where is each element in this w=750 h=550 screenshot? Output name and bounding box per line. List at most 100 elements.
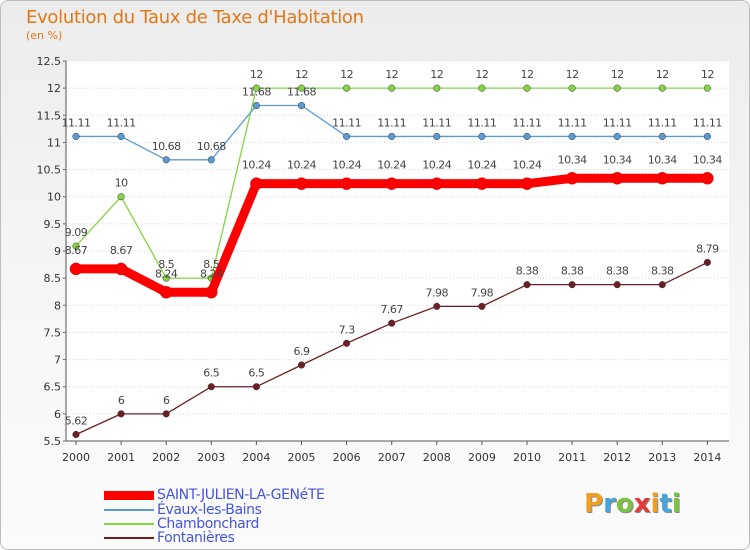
data-point xyxy=(252,84,260,92)
data-label: 10.24 xyxy=(467,159,496,172)
data-label: 7.3 xyxy=(339,323,355,336)
data-label: 11.11 xyxy=(603,116,632,129)
data-point xyxy=(433,132,441,141)
x-tick-label: 2006 xyxy=(333,451,361,464)
y-tick-label: 12.5 xyxy=(37,55,62,68)
x-tick-label: 2004 xyxy=(242,451,270,464)
data-label: 11.11 xyxy=(513,116,542,129)
data-point xyxy=(478,302,486,310)
data-label: 10.24 xyxy=(422,159,451,172)
y-tick-label: 8.5 xyxy=(44,272,62,285)
data-label: 10.34 xyxy=(693,153,722,166)
data-label: 8.24 xyxy=(200,267,223,280)
data-point xyxy=(69,262,83,276)
data-point xyxy=(523,132,531,141)
y-tick-label: 11.5 xyxy=(37,109,62,122)
logo-letter: t xyxy=(659,489,672,519)
data-label: 6.5 xyxy=(248,367,264,380)
x-tick-label: 2011 xyxy=(558,451,586,464)
data-point xyxy=(613,132,621,141)
data-point xyxy=(340,177,353,190)
data-label: 12 xyxy=(611,68,624,81)
data-label: 10.24 xyxy=(513,159,542,172)
x-tick-label: 2010 xyxy=(513,451,541,464)
data-point xyxy=(252,101,260,110)
data-label: 12 xyxy=(430,68,443,81)
y-tick-label: 6 xyxy=(54,408,61,421)
data-label: 10.24 xyxy=(287,159,316,172)
data-point xyxy=(613,281,621,289)
data-label: 10.34 xyxy=(603,153,632,166)
data-point xyxy=(297,361,306,369)
y-tick-label: 6.5 xyxy=(44,381,62,394)
data-point xyxy=(388,132,396,141)
y-tick-label: 7 xyxy=(54,354,61,367)
legend-label-saint-julien: SAINT-JULIEN-LA-GENéTE xyxy=(157,487,325,503)
data-label: 12 xyxy=(701,68,714,81)
data-point xyxy=(250,177,263,190)
data-label: 11.11 xyxy=(422,116,451,129)
legend-item-fontanieres: Fontanières xyxy=(104,530,235,546)
data-label: 11.11 xyxy=(648,116,677,129)
x-tick-label: 2013 xyxy=(648,451,676,464)
data-point xyxy=(656,172,669,185)
data-point xyxy=(703,132,711,141)
data-point xyxy=(701,172,714,185)
legend-swatch-chambonchard xyxy=(104,523,154,525)
data-label: 8.38 xyxy=(561,265,584,278)
x-tick-label: 2007 xyxy=(378,451,406,464)
data-label: 8.5 xyxy=(158,258,174,271)
legend-item-evaux: Évaux-les-Bains xyxy=(104,502,262,518)
data-point xyxy=(343,84,351,92)
data-point xyxy=(72,242,80,250)
legend-swatch-evaux xyxy=(104,509,154,511)
data-point xyxy=(478,132,486,141)
data-point xyxy=(658,132,666,141)
x-tick-label: 2005 xyxy=(288,451,316,464)
data-point xyxy=(117,410,125,418)
data-point xyxy=(430,177,444,190)
data-label: 8.24 xyxy=(155,267,178,280)
data-point xyxy=(478,84,486,92)
data-point xyxy=(114,262,128,276)
data-label: 11.11 xyxy=(107,116,136,129)
data-point xyxy=(72,430,80,439)
data-point xyxy=(388,84,396,92)
data-point xyxy=(162,274,170,282)
y-tick-label: 11 xyxy=(47,136,61,149)
data-label: 7.98 xyxy=(471,286,494,299)
y-tick-label: 7.5 xyxy=(44,326,62,339)
data-label: 8.5 xyxy=(203,258,219,271)
data-point xyxy=(207,383,215,391)
data-point xyxy=(568,281,576,289)
data-label: 10.24 xyxy=(332,159,361,172)
data-label: 11.11 xyxy=(467,116,496,129)
data-point xyxy=(703,84,711,92)
logo-letter: i xyxy=(650,489,660,519)
x-tick-label: 2002 xyxy=(152,451,180,464)
data-point xyxy=(388,319,396,327)
data-point xyxy=(475,177,489,190)
data-point xyxy=(297,84,306,92)
y-tick-label: 9.5 xyxy=(44,218,62,231)
data-point xyxy=(610,172,624,185)
data-label: 12 xyxy=(656,68,669,81)
logo-letter: r xyxy=(603,489,616,519)
legend-label-chambonchard: Chambonchard xyxy=(157,516,259,532)
data-point xyxy=(433,302,441,310)
data-label: 7.98 xyxy=(426,286,449,299)
data-label: 12 xyxy=(250,68,263,81)
logo-letter: i xyxy=(671,489,681,519)
data-label: 8.79 xyxy=(696,242,719,255)
data-label: 10.68 xyxy=(197,140,226,153)
data-point xyxy=(520,177,534,190)
data-label: 11.68 xyxy=(242,86,271,99)
data-label: 11.11 xyxy=(332,116,361,129)
data-label: 9.09 xyxy=(65,226,88,239)
proxiti-logo: Proxiti xyxy=(584,489,681,519)
data-point xyxy=(568,132,576,141)
data-point xyxy=(658,281,666,289)
data-point xyxy=(162,156,170,164)
logo-letter: P xyxy=(584,489,604,519)
data-label: 8.38 xyxy=(516,265,539,278)
